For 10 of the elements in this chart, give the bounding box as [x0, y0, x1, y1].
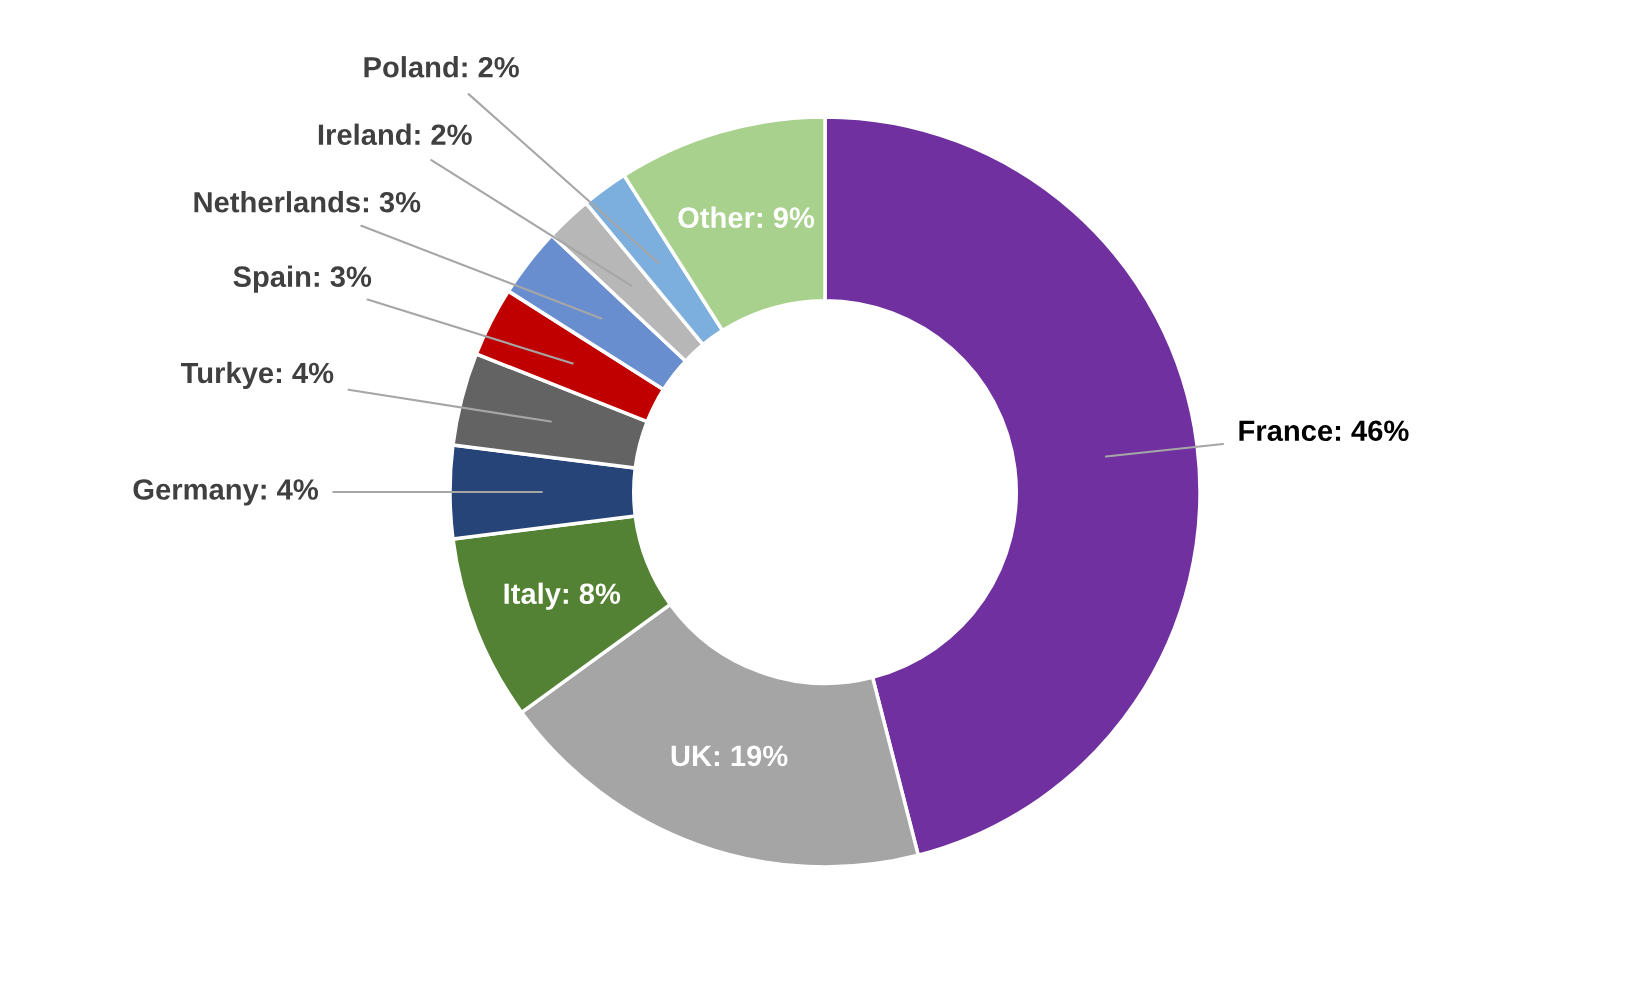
slice-label: Germany: 4%: [133, 479, 318, 506]
slice-label: UK: 19%: [671, 745, 788, 767]
slice-label: Ireland: 2%: [318, 123, 472, 146]
slice-label: Italy: 8%: [504, 582, 621, 610]
slice-label: Spain: 3%: [233, 265, 372, 293]
slice-label: France: 46%: [1239, 420, 1409, 442]
slice-label: Poland: 2%: [364, 56, 519, 78]
slice-label: Netherlands: 3%: [194, 191, 421, 213]
slice-label: Turkye: 4%: [180, 361, 334, 390]
slice-label: Other: 9%: [678, 206, 815, 228]
